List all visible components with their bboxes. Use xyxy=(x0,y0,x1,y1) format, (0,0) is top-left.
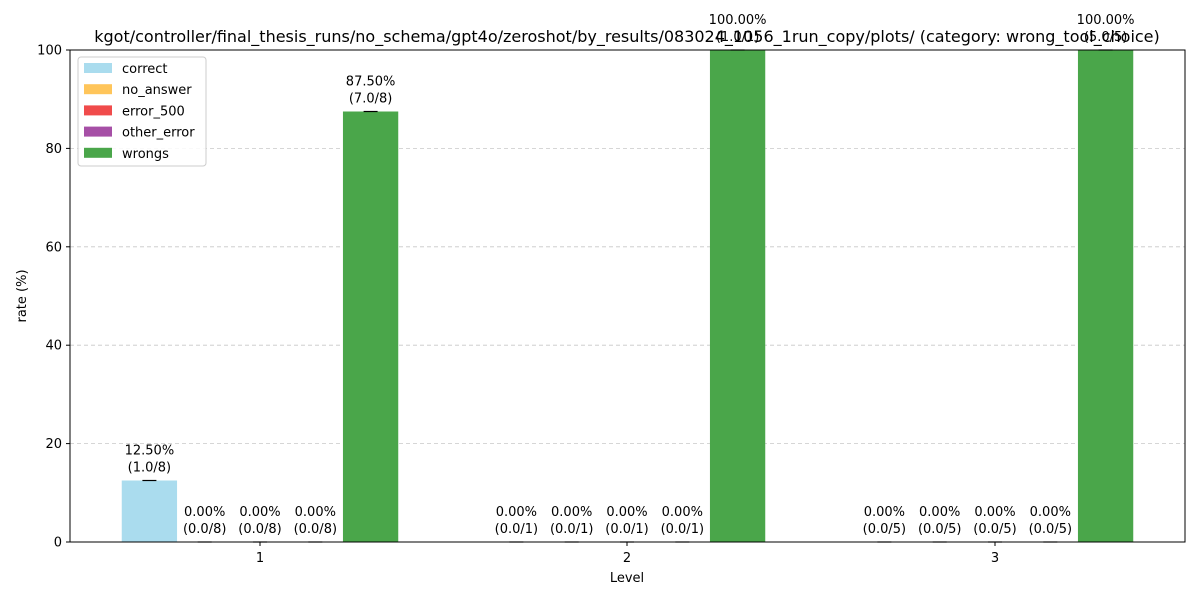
bars xyxy=(121,49,1134,543)
y-tick-label: 40 xyxy=(45,339,62,354)
data-label-count: (0.0/1) xyxy=(605,522,648,537)
data-label-percent: 0.00% xyxy=(295,505,336,520)
data-label-count: (5.0/5) xyxy=(1084,30,1127,45)
legend-swatch-no_answer xyxy=(84,84,112,95)
bar-wrongs-level-1 xyxy=(342,111,399,542)
data-label-count: (0.0/5) xyxy=(863,522,906,537)
data-label-count: (0.0/1) xyxy=(550,522,593,537)
data-label-percent: 0.00% xyxy=(662,505,703,520)
data-label-percent: 0.00% xyxy=(496,505,537,520)
axes: 0 20 40 60 80 100 1 2 3 xyxy=(37,44,999,567)
data-label-count: (0.0/5) xyxy=(918,522,961,537)
data-label-count: (1.0/8) xyxy=(128,461,171,476)
data-label-percent: 0.00% xyxy=(864,505,905,520)
y-tick-label: 20 xyxy=(45,437,62,452)
x-tick-label: 3 xyxy=(991,551,999,566)
data-label-percent: 100.00% xyxy=(709,13,767,28)
data-label-count: (0.0/1) xyxy=(661,522,704,537)
x-tick-label: 1 xyxy=(256,551,264,566)
gridlines xyxy=(70,147,1185,445)
data-label-count: (1.0/1) xyxy=(716,30,759,45)
data-label-count: (0.0/5) xyxy=(973,522,1016,537)
data-label-count: (0.0/8) xyxy=(183,522,226,537)
x-axis-label: Level xyxy=(610,571,644,586)
bar-wrongs-level-2 xyxy=(709,50,766,542)
legend-swatch-wrongs xyxy=(84,147,112,158)
data-label-percent: 0.00% xyxy=(919,505,960,520)
data-label-count: (7.0/8) xyxy=(349,92,392,107)
data-label-count: (0.0/5) xyxy=(1029,522,1072,537)
chart-title: kgot/controller/final_thesis_runs/no_sch… xyxy=(94,27,1160,47)
data-label-percent: 87.50% xyxy=(346,75,396,90)
legend-swatch-other_error xyxy=(84,126,112,137)
legend-label-no_answer: no_answer xyxy=(122,83,192,98)
data-label-percent: 0.00% xyxy=(1030,505,1071,520)
data-label-count: (0.0/8) xyxy=(294,522,337,537)
legend-swatch-error_500 xyxy=(84,105,112,116)
legend: correct no_answer error_500 other_errorwron… xyxy=(77,56,207,167)
bar-correct-level-1 xyxy=(121,480,178,542)
data-label-percent: 0.00% xyxy=(974,505,1015,520)
legend-label-wrongs: wrongs xyxy=(122,147,169,162)
y-tick-label: 100 xyxy=(37,44,62,59)
x-tick-label: 2 xyxy=(623,551,631,566)
y-tick-label: 60 xyxy=(45,240,62,255)
data-label-percent: 0.00% xyxy=(606,505,647,520)
data-label-percent: 0.00% xyxy=(184,505,225,520)
y-tick-label: 80 xyxy=(45,142,62,157)
legend-swatch-correct xyxy=(84,63,112,73)
legend-label-correct: correct xyxy=(122,62,168,77)
bar-wrongs-level-3 xyxy=(1077,50,1134,542)
data-label-percent: 100.00% xyxy=(1077,13,1135,28)
plot-frame xyxy=(69,49,1186,543)
y-axis-label: rate (%) xyxy=(15,269,30,322)
y-tick-label: 0 xyxy=(54,536,62,551)
legend-label-error_500: error_500 xyxy=(122,104,185,119)
data-label-percent: 12.50% xyxy=(125,444,175,459)
data-label-count: (0.0/8) xyxy=(238,522,281,537)
data-labels: 12.50% (1.0/8) 0.00% (0.0/1) 0.00% (0.0/5) 0.0… xyxy=(125,13,1135,537)
data-label-percent: 0.00% xyxy=(239,505,280,520)
data-label-count: (0.0/1) xyxy=(495,522,538,537)
legend-label-other_error: other_error xyxy=(122,126,195,141)
data-label-percent: 0.00% xyxy=(551,505,592,520)
